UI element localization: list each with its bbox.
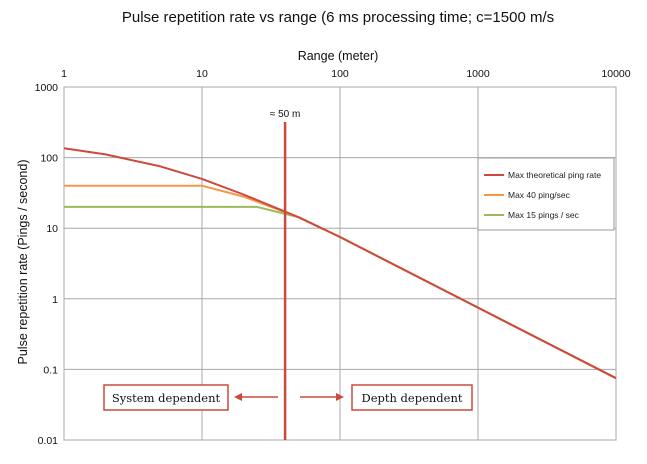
- y-tick-label: 1000: [35, 82, 59, 94]
- marker-label: ≈ 50 m: [270, 109, 301, 120]
- y-axis-label: Pulse repetition rate (Pings / second): [16, 160, 30, 365]
- legend: Max theoretical ping rate Max 40 ping/sec…: [477, 157, 615, 231]
- y-tick-label: 100: [40, 153, 58, 165]
- x-tick-label: 10000: [601, 68, 630, 80]
- depth-dependent-label: Depth dependent: [361, 391, 462, 405]
- chart-title: Pulse repetition rate vs range (6 ms pro…: [122, 9, 554, 26]
- y-tick-label: 1: [52, 294, 58, 306]
- legend-label: Max 40 ping/sec: [508, 190, 571, 200]
- left-arrow-head: [234, 393, 242, 401]
- legend-label: Max 15 pings / sec: [508, 210, 580, 220]
- y-tick-label: 0.01: [38, 435, 59, 447]
- annotations: ≈ 50 m System dependent Depth dependent: [103, 109, 473, 440]
- system-dependent-label: System dependent: [112, 391, 221, 405]
- y-tick-label: 0.1: [43, 364, 58, 376]
- series-lines: [63, 147, 617, 380]
- y-tick-label: 10: [46, 223, 58, 235]
- right-arrow-head: [336, 393, 344, 401]
- depth-dependent-box: [351, 384, 473, 411]
- x-tick-label: 1: [61, 68, 67, 80]
- tick-labels: 1 10 100 1000 10000 1000 100 10 1 0.1 0.01: [35, 68, 631, 447]
- legend-label: Max theoretical ping rate: [508, 170, 601, 180]
- series-line: [63, 147, 617, 380]
- x-tick-label: 1000: [466, 68, 490, 80]
- system-dependent-box: [103, 384, 229, 411]
- x-tick-label: 10: [196, 68, 208, 80]
- x-axis-label: Range (meter): [298, 49, 379, 63]
- x-tick-label: 100: [331, 68, 349, 80]
